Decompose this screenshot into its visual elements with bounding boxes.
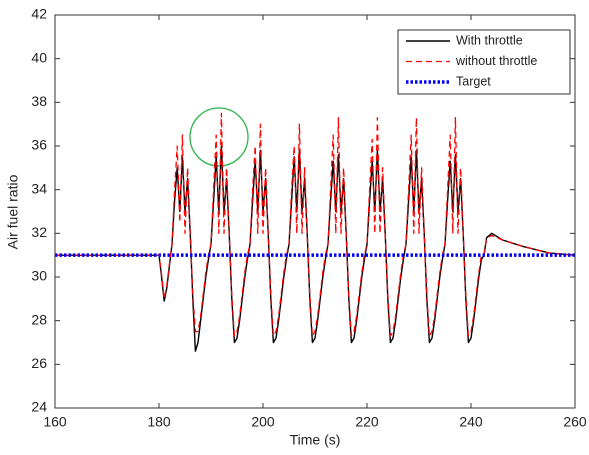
y-tick-label: 30: [31, 268, 47, 284]
y-tick-label: 24: [31, 399, 47, 415]
y-tick-label: 40: [31, 49, 47, 65]
x-tick-label: 260: [563, 414, 587, 430]
y-tick-label: 26: [31, 355, 47, 371]
legend-label: With throttle: [456, 33, 523, 47]
y-tick-label: 36: [31, 137, 47, 153]
y-tick-label: 32: [31, 224, 47, 240]
y-axis-label: Air fuel ratio: [5, 174, 21, 249]
legend-label: Target: [456, 74, 491, 88]
legend-label: without throttle: [455, 54, 537, 68]
x-tick-label: 220: [355, 414, 379, 430]
x-tick-label: 160: [43, 414, 67, 430]
plot-frame: [54, 14, 576, 409]
x-tick-label: 200: [251, 414, 275, 430]
y-tick-label: 28: [31, 311, 47, 327]
y-tick-label: 38: [31, 93, 47, 109]
series-line: [55, 112, 576, 337]
x-axis-label: Time (s): [290, 432, 341, 448]
y-tick-label: 42: [31, 6, 47, 22]
y-tick-label: 34: [31, 180, 47, 196]
x-tick-label: 240: [459, 414, 483, 430]
x-tick-label: 180: [147, 414, 171, 430]
legend: With throttle without throttle Target: [397, 29, 571, 95]
highlight-circle: [189, 107, 249, 167]
